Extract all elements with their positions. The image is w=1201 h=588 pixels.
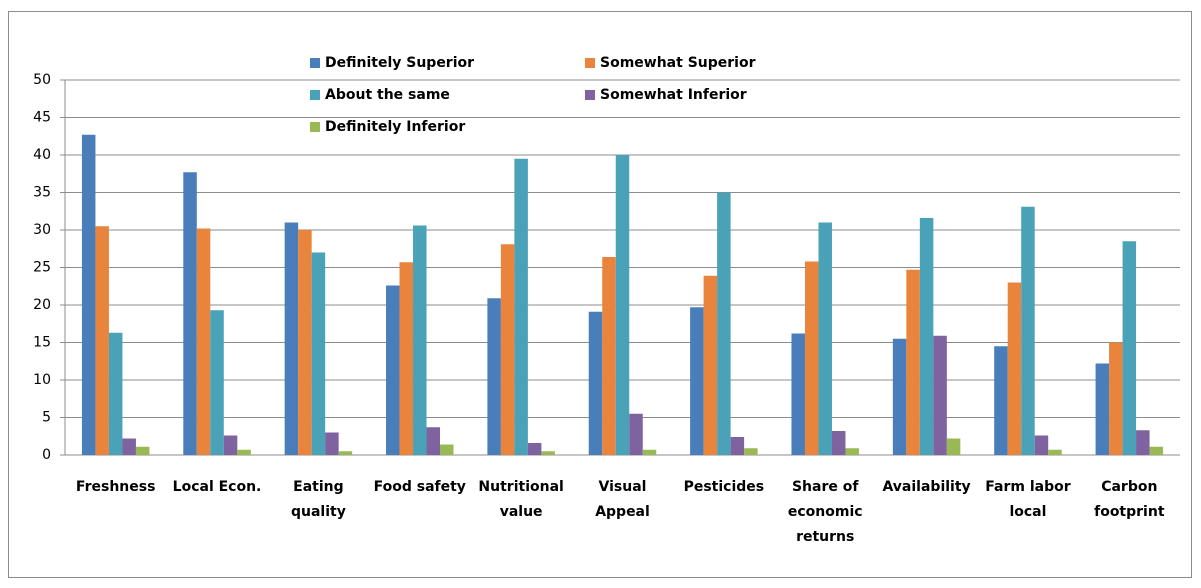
bar [1122,241,1137,455]
y-tick-label: 15 [33,335,51,351]
bar [588,311,603,455]
legend-swatch [310,90,320,100]
bar [818,222,832,455]
bar [1109,342,1123,455]
bar [1021,206,1035,455]
legend-swatch [585,90,595,100]
bar [284,222,299,455]
legend-label: Definitely Superior [325,55,474,71]
bar [298,230,312,455]
x-tick-label: Eating quality [290,479,346,520]
bar [135,446,150,455]
bar [1095,363,1110,455]
x-tick-label: Nutritional value [478,479,564,520]
y-tick-label: 5 [42,410,51,426]
bar [602,257,616,455]
bar [933,335,947,455]
bar [946,438,961,455]
bar [426,427,441,455]
y-tick-label: 45 [33,110,51,126]
bar [919,218,934,455]
bar [629,413,643,455]
y-tick-label: 40 [33,147,51,163]
bar [804,261,819,455]
bar [831,431,846,455]
bar [527,443,542,455]
bar [690,307,704,455]
bar [399,262,414,455]
bar [108,332,123,455]
bar [122,438,136,455]
y-tick-label: 50 [33,72,51,88]
bar [703,275,718,455]
bar [440,444,454,455]
bar [791,333,805,455]
y-tick-label: 30 [33,222,51,238]
bar [1149,446,1164,455]
x-tick-label: Share of economic returns [787,479,863,545]
y-tick-label: 20 [33,297,51,313]
y-tick-label: 25 [33,260,51,276]
x-tick-label: Visual Appeal [595,479,650,520]
bar [487,298,501,455]
bar [730,437,745,455]
x-tick-label: Farm labor local [985,479,1071,520]
bar [210,310,224,455]
bar [223,435,238,455]
x-tick-label: Pesticides [683,479,765,495]
x-tick-label: Carbon footprint [1094,479,1165,520]
bar [81,134,96,455]
y-tick-label: 0 [42,447,51,463]
bar [1048,449,1062,455]
y-tick-label: 35 [33,185,51,201]
legend-swatch [585,58,595,68]
bar [325,432,339,455]
bar [183,172,197,455]
bar [500,244,515,455]
bar [642,449,657,455]
bar [1007,282,1022,455]
bar [338,451,353,455]
bar [95,226,109,455]
y-tick-label: 10 [33,372,51,388]
legend-label: About the same [325,87,450,103]
legend-label: Somewhat Superior [600,55,756,71]
bar [386,285,400,455]
bar [196,228,211,455]
bar [1034,435,1049,455]
legend-label: Definitely Inferior [325,119,465,135]
bar [906,269,920,455]
x-tick-label: Freshness [75,479,156,495]
bar [717,192,731,455]
bar [541,451,555,455]
bar [994,346,1008,455]
bar [237,449,251,455]
bar [1136,430,1150,455]
bar [311,252,326,455]
bar [514,158,528,455]
x-tick-label: Availability [882,479,971,495]
x-tick-label: Food safety [373,479,466,495]
bar [845,448,859,455]
legend-label: Somewhat Inferior [600,87,747,103]
bar [413,225,427,455]
legend-swatch [310,122,320,132]
bar [892,338,907,455]
legend-swatch [310,58,320,68]
bar [615,155,630,455]
x-tick-label: Local Econ. [172,479,262,495]
bar [744,448,758,455]
